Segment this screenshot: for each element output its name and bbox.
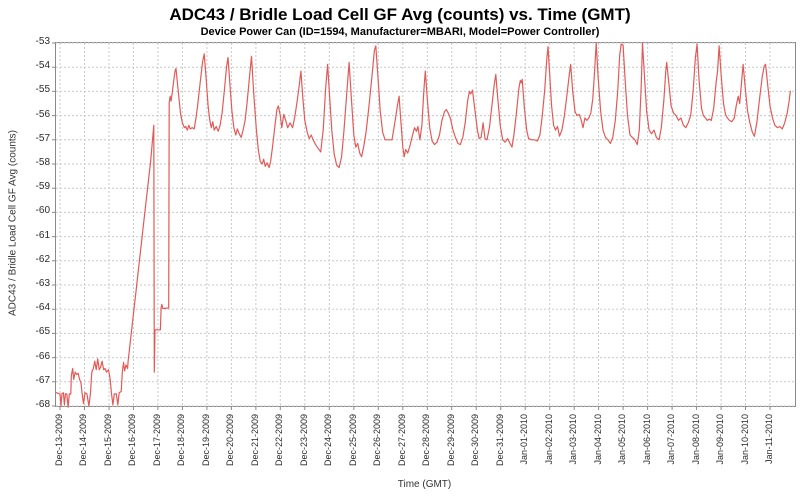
x-tick-label: Jan-02-2010 <box>543 414 554 465</box>
data-series-line <box>55 42 791 408</box>
x-tick-label: Dec-22-2009 <box>274 414 285 467</box>
axis-tick-marks <box>52 42 771 410</box>
x-tick-label: Dec-17-2009 <box>151 414 162 467</box>
x-tick-label: Jan-10-2010 <box>739 414 750 465</box>
y-tick-label: -61 <box>35 229 50 241</box>
y-tick-label: -60 <box>35 205 50 217</box>
y-tick-label: -67 <box>35 374 50 386</box>
chart-title: ADC43 / Bridle Load Cell GF Avg (counts)… <box>169 5 631 24</box>
y-tick-label: -55 <box>35 84 50 96</box>
x-tick-label: Dec-25-2009 <box>347 414 358 467</box>
x-tick-label: Dec-24-2009 <box>323 414 334 467</box>
x-tick-label: Jan-08-2010 <box>690 414 701 465</box>
x-tick-label: Dec-23-2009 <box>298 414 309 467</box>
y-tick-label: -57 <box>35 132 50 144</box>
y-tick-label: -54 <box>35 60 50 72</box>
vertical-gridlines <box>59 43 771 406</box>
x-tick-label: Jan-09-2010 <box>715 414 726 465</box>
x-tick-label: Jan-01-2010 <box>519 414 530 465</box>
x-tick-label: Jan-03-2010 <box>568 414 579 465</box>
y-tick-label: -68 <box>35 399 50 410</box>
x-tick-label: Dec-29-2009 <box>445 414 456 467</box>
x-tick-label: Dec-30-2009 <box>470 414 481 467</box>
x-tick-label: Jan-07-2010 <box>666 414 677 465</box>
x-tick-label: Dec-14-2009 <box>78 414 89 467</box>
y-tick-label: -66 <box>35 350 50 362</box>
x-axis-label: Time (GMT) <box>397 479 452 490</box>
y-tick-label: -59 <box>35 181 50 193</box>
x-tick-label: Dec-27-2009 <box>396 414 407 467</box>
plot-area <box>52 42 796 410</box>
x-tick-label: Dec-31-2009 <box>494 414 505 467</box>
y-tick-label: -56 <box>35 108 50 120</box>
x-tick-label: Dec-26-2009 <box>372 414 383 467</box>
x-tick-label: Jan-05-2010 <box>617 414 628 465</box>
x-tick-label: Jan-04-2010 <box>592 414 603 465</box>
x-tick-label: Jan-06-2010 <box>641 414 652 465</box>
x-tick-label: Dec-15-2009 <box>102 414 113 467</box>
x-tick-label: Jan-11-2010 <box>764 414 775 464</box>
horizontal-gridlines <box>56 42 795 407</box>
y-tick-label: -63 <box>35 278 50 289</box>
y-tick-label: -62 <box>35 253 50 265</box>
y-tick-label: -65 <box>35 326 50 338</box>
x-tick-label: Dec-13-2009 <box>53 414 64 467</box>
x-tick-label: Dec-19-2009 <box>200 414 211 467</box>
plot-canvas <box>52 42 795 410</box>
x-tick-label: Dec-28-2009 <box>421 414 432 467</box>
y-tick-label: -58 <box>35 157 50 168</box>
y-tick-label: -53 <box>35 36 50 47</box>
x-tick-label: Dec-21-2009 <box>249 414 260 467</box>
x-tick-label: Dec-16-2009 <box>127 414 138 467</box>
y-tick-label: -64 <box>35 302 50 314</box>
chart-subtitle: Device Power Can (ID=1594, Manufacturer=… <box>200 26 600 38</box>
x-tick-label: Dec-20-2009 <box>225 414 236 467</box>
x-tick-label: Dec-18-2009 <box>176 414 187 467</box>
